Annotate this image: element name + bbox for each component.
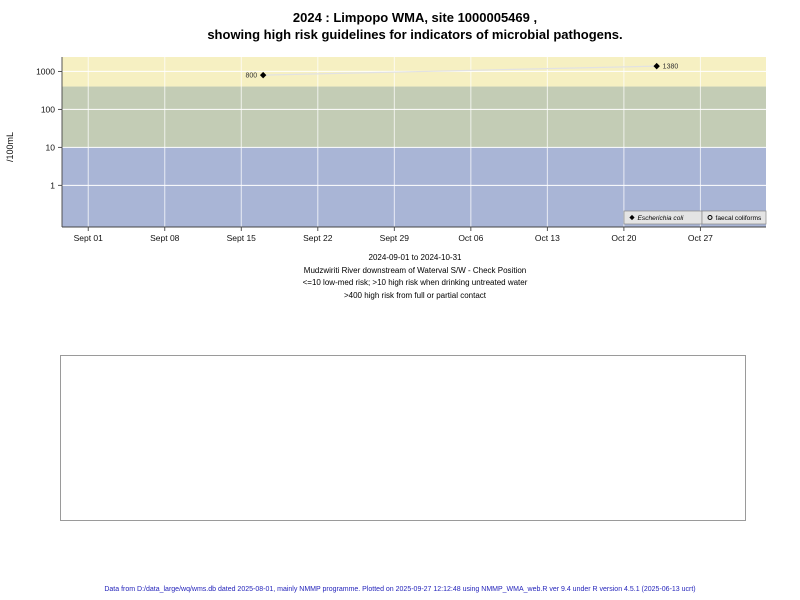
data-point-diamond	[653, 62, 660, 70]
chart-caption: 2024-09-01 to 2024-10-31 Mudzwiriti Rive…	[30, 252, 800, 302]
caption-date-range: 2024-09-01 to 2024-10-31	[368, 253, 462, 262]
x-tick-label: Sept 08	[150, 233, 180, 243]
caption-risk-note-contact: >400 high risk from full or partial cont…	[343, 290, 487, 300]
point-value-label: 1380	[663, 64, 679, 71]
caption-risk-note-drinking: <=10 low-med risk; >10 high risk when dr…	[302, 278, 528, 287]
y-tick-label: 1	[50, 180, 55, 190]
footer-note: Data from D:/data_large/wq/wms.db dated …	[104, 586, 696, 593]
x-tick-label: Oct 27	[688, 233, 713, 243]
chart-plot-area: Sept 01 Sept 08 Sept 15 Sept 22 Sept 29 Oct 0…	[5, 57, 767, 243]
x-tick-label: Oct 20	[611, 233, 636, 243]
chart-title-line2: showing high risk guidelines for indicat…	[207, 27, 623, 42]
y-tick-label: 100	[41, 104, 55, 114]
band-high-risk-drinking-untreated	[62, 86, 766, 148]
x-tick-label: Sept 01	[74, 233, 104, 243]
caption-site-description: Mudzwiriti River downstream of Waterval …	[303, 265, 527, 275]
empty-panel	[60, 355, 746, 521]
point-value-label: 800	[245, 73, 257, 80]
legend-marker-diamond-icon	[629, 214, 635, 221]
x-tick-label: Sept 15	[227, 233, 257, 243]
legend-label: Escherichia coli	[638, 215, 684, 222]
legend-label: faecal coliforms	[716, 215, 763, 222]
x-tick-label: Oct 13	[535, 233, 560, 243]
x-tick-label: Sept 22	[303, 233, 333, 243]
chart-title: 2024 : Limpopo WMA, site 1000005469 , sh…	[30, 9, 800, 43]
x-tick-label: Oct 06	[458, 233, 483, 243]
series-line	[263, 65, 657, 76]
x-tick-label: Sept 29	[380, 233, 410, 243]
chart-title-line1: 2024 : Limpopo WMA, site 1000005469 ,	[292, 10, 538, 25]
legend-box	[701, 210, 767, 225]
y-axis-label: /100mL	[5, 132, 15, 162]
y-tick-label: 10	[46, 142, 56, 152]
y-tick-label: 1000	[36, 66, 55, 76]
legend-marker-circle-icon	[707, 215, 713, 220]
